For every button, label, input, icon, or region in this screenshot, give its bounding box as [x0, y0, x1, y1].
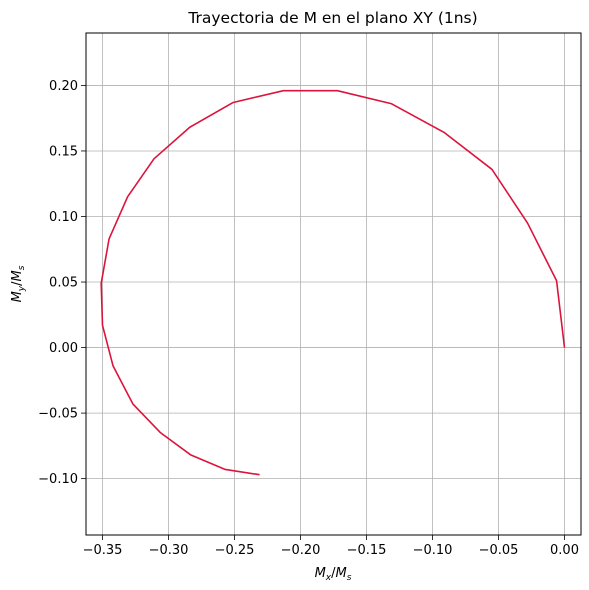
x-tick-label: −0.10	[413, 543, 453, 558]
y-axis-label-base2: M	[10, 270, 25, 281]
x-tick-label: −0.15	[347, 543, 387, 558]
y-tick-label: −0.10	[38, 472, 78, 487]
grid	[86, 33, 581, 535]
y-tick-label: 0.05	[49, 276, 78, 291]
x-axis-label-base2: M	[336, 566, 347, 581]
trajectory-line	[100, 89, 566, 476]
x-tick-label: −0.20	[281, 543, 321, 558]
x-tick-label: −0.05	[479, 543, 519, 558]
y-axis-label-slash: /	[10, 281, 25, 286]
y-axis-label: My/Ms	[10, 265, 27, 302]
x-axis-label-sub: x	[325, 573, 332, 583]
x-tick-label: −0.25	[215, 543, 255, 558]
x-axis: −0.35 −0.30 −0.25 −0.20 −0.15 −0.10 −0.05 0.00	[83, 535, 579, 558]
x-axis-label-sub2: s	[347, 573, 352, 583]
y-axis: −0.10 −0.05 0.00 0.05 0.10 0.15 0.20	[38, 79, 86, 487]
x-tick-label: −0.35	[83, 543, 123, 558]
y-tick-label: 0.10	[49, 210, 78, 225]
y-tick-label: 0.20	[49, 79, 78, 94]
y-axis-label-base: M	[10, 291, 25, 302]
x-axis-label: Mx/Ms	[315, 566, 352, 583]
x-tick-label: 0.00	[550, 543, 579, 558]
y-axis-label-sub2: s	[17, 265, 27, 270]
x-axis-label-slash: /	[331, 566, 336, 581]
y-tick-label: 0.00	[49, 341, 78, 356]
y-axis-label-sub: y	[17, 285, 27, 292]
series-group	[100, 89, 566, 476]
chart-title: Trayectoria de M en el plano XY (1ns)	[187, 9, 477, 27]
y-tick-label: 0.15	[49, 144, 78, 159]
plot-frame	[85, 32, 582, 536]
x-axis-label-base: M	[315, 566, 326, 581]
y-tick-label: −0.05	[38, 407, 78, 422]
x-tick-label: −0.30	[149, 543, 189, 558]
